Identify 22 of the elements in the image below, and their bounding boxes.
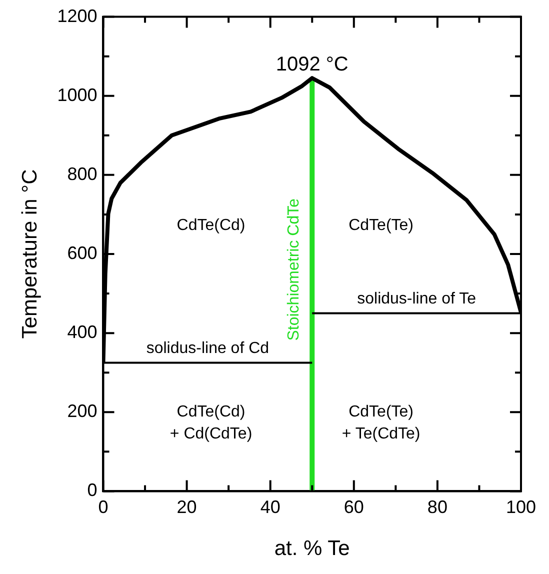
y-tick-label: 600 (67, 242, 98, 263)
annotation: CdTe(Cd) (176, 216, 246, 234)
text: Stoichiometric CdTe (286, 198, 303, 341)
annotation: CdTe(Cd) + Cd(CdTe) (170, 403, 252, 442)
annotation: CdTe(Te) (348, 216, 414, 234)
x-tick-label: 100 (506, 496, 536, 517)
x-tick-label: 20 (176, 496, 197, 517)
x-tick-label: 40 (260, 496, 280, 517)
annotation: CdTe(Te) + Te(CdTe) (342, 403, 420, 442)
y-tick-label: 200 (67, 401, 98, 422)
y-tick-label: 800 (67, 164, 98, 184)
y-tick-label: 400 (67, 322, 98, 342)
y-tick-label: 0 (87, 480, 98, 500)
y-tick-label: 1000 (57, 84, 98, 105)
y-axis-title: Temperature in °C (18, 169, 42, 339)
y-tick-label: 1200 (57, 6, 98, 26)
annotation: 1092 °C (276, 54, 348, 76)
x-tick-label: 60 (344, 496, 364, 517)
x-axis-title: at. % Te (274, 537, 350, 560)
series-label: solidus-line of Cd (146, 340, 270, 358)
x-tick-label: 80 (427, 496, 448, 517)
series-label: solidus-line of Te (357, 290, 476, 308)
